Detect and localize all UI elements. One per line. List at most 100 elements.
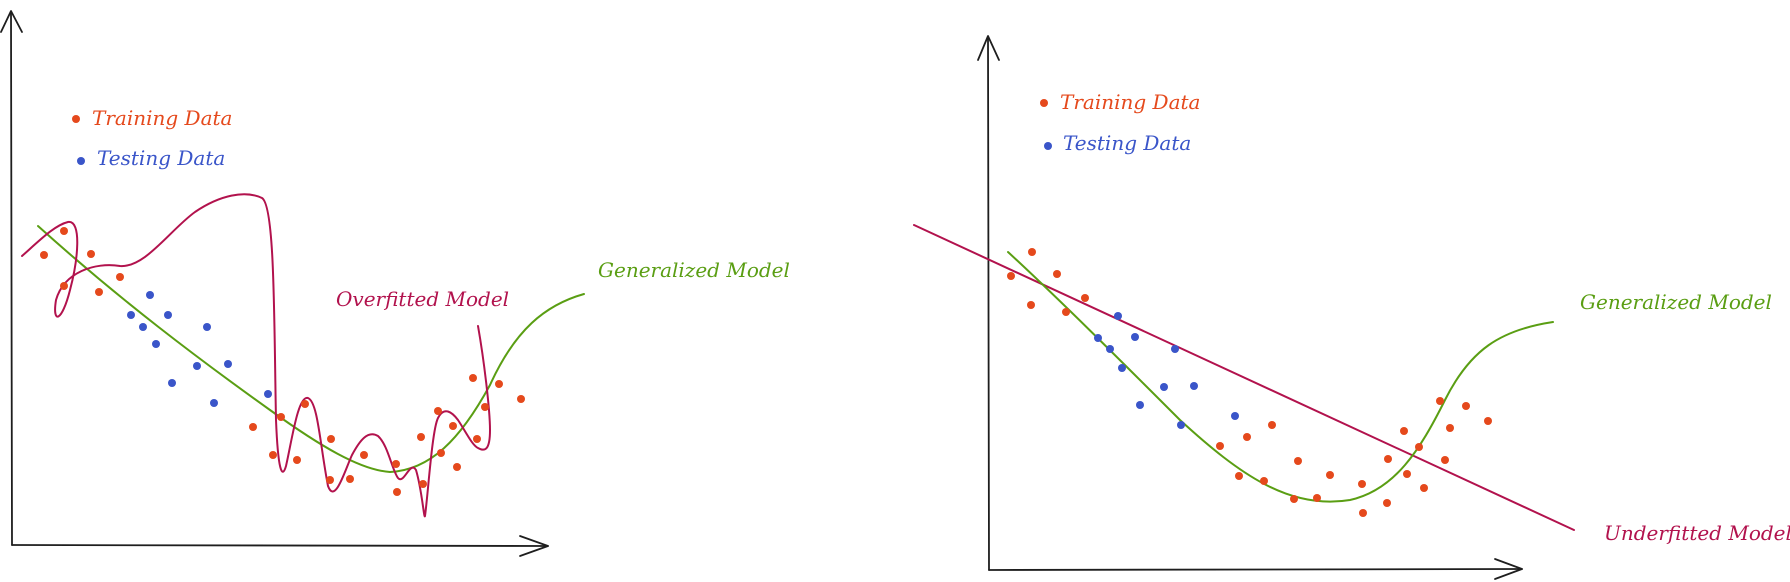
data-point	[1190, 382, 1198, 390]
right-testing-points	[1094, 312, 1239, 429]
data-point	[481, 403, 489, 411]
data-point	[1441, 456, 1449, 464]
data-point	[87, 250, 95, 258]
right-y-axis	[977, 35, 1000, 571]
right-generalized-model-curve	[1007, 251, 1554, 503]
left-legend-training-marker	[72, 115, 80, 123]
data-point	[164, 311, 172, 319]
left-legend-testing-label: Testing Data	[97, 146, 225, 170]
data-point	[1007, 272, 1015, 280]
data-point	[1462, 402, 1470, 410]
data-point	[517, 395, 525, 403]
data-point	[60, 227, 68, 235]
right-underfitted-model-label: Underfitted Model	[1604, 521, 1790, 545]
data-point	[1484, 417, 1492, 425]
data-point	[1384, 455, 1392, 463]
data-point	[1118, 364, 1126, 372]
data-point	[1177, 421, 1185, 429]
data-point	[1028, 248, 1036, 256]
data-point	[203, 323, 211, 331]
right-legend-testing-label: Testing Data	[1063, 131, 1191, 155]
data-point	[224, 360, 232, 368]
data-point	[1383, 499, 1391, 507]
data-point	[1171, 345, 1179, 353]
data-point	[473, 435, 481, 443]
data-point	[1359, 509, 1367, 517]
data-point	[210, 399, 218, 407]
data-point	[277, 413, 285, 421]
left-x-axis	[11, 535, 549, 557]
data-point	[269, 451, 277, 459]
data-point	[1403, 470, 1411, 478]
data-point	[1106, 345, 1114, 353]
data-point	[95, 288, 103, 296]
right-x-axis	[988, 558, 1523, 580]
left-legend-training-label: Training Data	[92, 106, 232, 130]
data-point	[264, 390, 272, 398]
data-point	[327, 435, 335, 443]
data-point	[146, 291, 154, 299]
data-point	[392, 460, 400, 468]
data-point	[1053, 270, 1061, 278]
data-point	[60, 282, 68, 290]
right-generalized-model-label: Generalized Model	[1580, 290, 1772, 314]
data-point	[1436, 397, 1444, 405]
left-legend-testing-marker	[77, 157, 85, 165]
data-point	[116, 273, 124, 281]
data-point	[1027, 301, 1035, 309]
data-point	[1415, 443, 1423, 451]
data-point	[249, 423, 257, 431]
data-point	[449, 422, 457, 430]
data-point	[469, 374, 477, 382]
data-point	[1290, 495, 1298, 503]
right-legend-training-marker	[1040, 99, 1048, 107]
right-legend-training-label: Training Data	[1060, 90, 1200, 114]
data-point	[40, 251, 48, 259]
data-point	[127, 311, 135, 319]
data-point	[1131, 333, 1139, 341]
data-point	[1268, 421, 1276, 429]
right-legend: Training Data Testing Data	[1040, 90, 1200, 155]
right-panel: Training Data Testing Data	[913, 35, 1790, 580]
right-training-points	[1007, 248, 1492, 517]
data-point	[1062, 308, 1070, 316]
left-y-axis	[0, 10, 23, 546]
data-point	[1313, 494, 1321, 502]
data-point	[193, 362, 201, 370]
data-point	[1260, 477, 1268, 485]
left-generalized-model-curve	[37, 225, 585, 473]
data-point	[1081, 294, 1089, 302]
data-point	[434, 407, 442, 415]
data-point	[301, 400, 309, 408]
data-point	[168, 379, 176, 387]
data-point	[1446, 424, 1454, 432]
data-point	[293, 456, 301, 464]
right-underfitted-model-line	[913, 224, 1575, 531]
data-point	[152, 340, 160, 348]
data-point	[1420, 484, 1428, 492]
left-overfitted-model-curve	[21, 193, 491, 518]
data-point	[495, 380, 503, 388]
left-panel: Training Data Testing Data	[0, 10, 790, 557]
data-point	[417, 433, 425, 441]
right-legend-testing-marker	[1044, 142, 1052, 150]
data-point	[1243, 433, 1251, 441]
left-testing-points	[127, 291, 272, 407]
data-point	[360, 451, 368, 459]
data-point	[393, 488, 401, 496]
data-point	[1216, 442, 1224, 450]
data-point	[419, 480, 427, 488]
data-point	[1094, 334, 1102, 342]
data-point	[1231, 412, 1239, 420]
left-generalized-model-label: Generalized Model	[598, 258, 790, 282]
data-point	[1294, 457, 1302, 465]
data-point	[1160, 383, 1168, 391]
data-point	[1358, 480, 1366, 488]
data-point	[1400, 427, 1408, 435]
left-overfitted-model-label: Overfitted Model	[336, 287, 509, 311]
data-point	[1235, 472, 1243, 480]
data-point	[139, 323, 147, 331]
data-point	[1326, 471, 1334, 479]
left-training-points	[40, 227, 525, 496]
